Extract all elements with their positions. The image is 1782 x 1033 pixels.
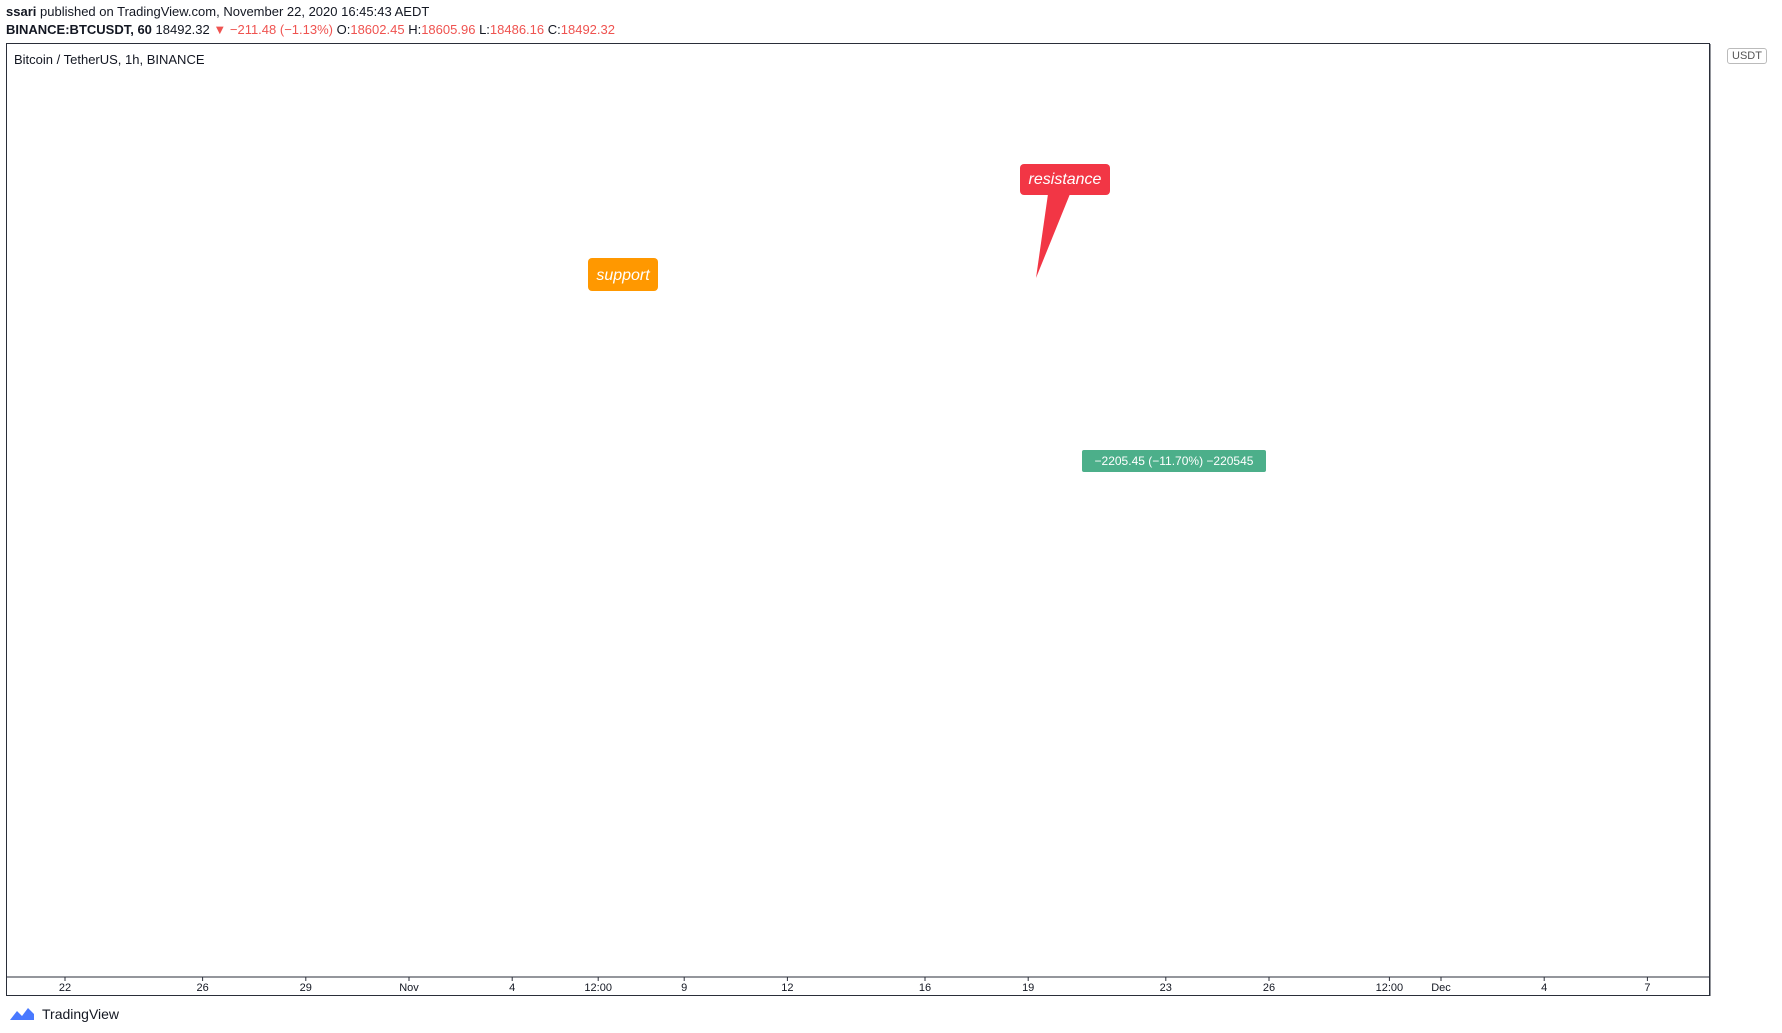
publisher-name: ssari bbox=[6, 4, 37, 19]
ohlc-line: BINANCE:BTCUSDT, 60 18492.32 ▼ −211.48 (… bbox=[6, 22, 615, 37]
chart-legend: Bitcoin / TetherUS, 1h, BINANCE bbox=[14, 52, 205, 67]
x-tick-label: Nov bbox=[399, 982, 419, 994]
x-tick-label: 19 bbox=[1022, 982, 1034, 994]
x-tick-label: 22 bbox=[59, 982, 71, 994]
low-label: L: bbox=[479, 22, 490, 37]
resistance-callout bbox=[1020, 164, 1110, 195]
x-tick-label: 9 bbox=[681, 982, 687, 994]
x-tick-label: 7 bbox=[1644, 982, 1650, 994]
support-callout-label: support bbox=[596, 267, 650, 284]
low-value: 18486.16 bbox=[489, 22, 545, 37]
close-label: C: bbox=[547, 22, 561, 37]
tradingview-footer[interactable]: TradingView bbox=[8, 1006, 119, 1022]
x-tick-label: 4 bbox=[509, 982, 515, 994]
footer-brand: TradingView bbox=[42, 1006, 120, 1022]
publish-line: ssari published on TradingView.com, Nove… bbox=[6, 4, 429, 19]
x-tick-label: 12 bbox=[781, 982, 793, 994]
price-change: ▼ −211.48 (−1.13%) bbox=[213, 22, 333, 37]
x-tick-label: 12:00 bbox=[584, 982, 612, 994]
x-tick-label: Dec bbox=[1431, 982, 1451, 994]
x-tick-label: 29 bbox=[300, 982, 312, 994]
resistance-callout-label: resistance bbox=[1029, 171, 1102, 188]
open-value: 18602.45 bbox=[350, 22, 405, 37]
high-label: H: bbox=[408, 22, 422, 37]
published-text: published on TradingView.com, November 2… bbox=[40, 4, 430, 19]
x-tick-label: 26 bbox=[1263, 982, 1275, 994]
x-tick-label: 4 bbox=[1541, 982, 1547, 994]
tradingview-logo-icon bbox=[10, 1008, 34, 1020]
last-price: 18492.32 bbox=[155, 22, 210, 37]
symbol-label: BINANCE:BTCUSDT, 60 bbox=[6, 22, 152, 37]
support-callout bbox=[588, 258, 658, 291]
x-tick-label: 26 bbox=[196, 982, 208, 994]
x-tick-label: 23 bbox=[1160, 982, 1172, 994]
x-tick-label: 12:00 bbox=[1376, 982, 1404, 994]
resistance-pointer bbox=[1036, 194, 1070, 278]
measure-label-bg bbox=[1082, 450, 1266, 472]
currency-badge[interactable]: USDT bbox=[1727, 48, 1767, 64]
high-value: 18605.96 bbox=[421, 22, 476, 37]
close-value: 18492.32 bbox=[560, 22, 615, 37]
x-tick-label: 16 bbox=[919, 982, 931, 994]
open-label: O: bbox=[336, 22, 351, 37]
measure-label: −2205.45 (−11.70%) −220545 bbox=[1095, 454, 1254, 468]
